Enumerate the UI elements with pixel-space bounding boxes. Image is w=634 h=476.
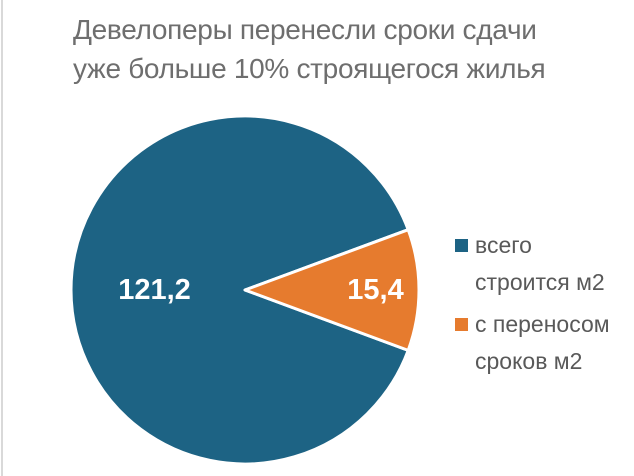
- chart-title-line1: Девелоперы перенесли сроки сдачи: [73, 14, 537, 45]
- pie-chart: 121,2 15,4: [69, 114, 421, 466]
- chart-title-line2: уже больше 10% строящегося жилья: [73, 53, 546, 84]
- pie-slice: [243, 228, 421, 352]
- legend-item-total: всего строится м2: [455, 227, 630, 301]
- left-border-line: [1, 0, 3, 476]
- chart-title: Девелоперы перенесли сроки сдачи уже бол…: [73, 10, 593, 88]
- chart-legend: всего строится м2 с переносом сроков м2: [455, 227, 630, 385]
- pie-slice: [69, 114, 410, 466]
- pie-slice-label: 15,4: [347, 274, 403, 306]
- pie-slice-label: 121,2: [118, 274, 191, 306]
- legend-swatch-teal-icon: [455, 239, 468, 252]
- legend-label-total: всего строится м2: [475, 232, 605, 295]
- legend-swatch-orange-icon: [455, 318, 468, 331]
- legend-item-postponed: с переносом сроков м2: [455, 306, 630, 380]
- legend-label-postponed: с переносом сроков м2: [475, 311, 610, 374]
